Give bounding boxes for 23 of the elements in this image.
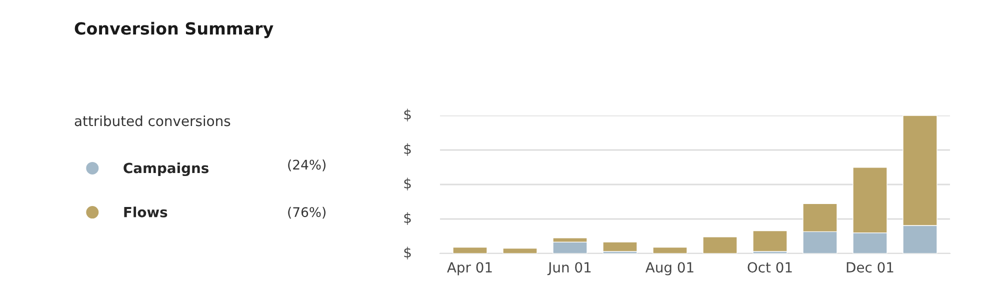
x-tick-label: Apr 01 [447,262,492,276]
x-tick-label: Jun 01 [547,262,591,276]
text: $ [404,108,411,122]
bar [452,246,488,254]
text: $ [404,143,411,156]
text: (24%) [288,159,326,172]
bar [652,246,688,254]
x-tick-label: Aug 01 [646,262,694,276]
text: attributed conversions [74,115,230,126]
text: (76%) [288,206,326,219]
text: Conversion Summary [74,22,274,38]
bar [752,230,788,252]
bar [552,242,588,254]
text: $ [404,178,411,190]
bar [502,248,538,254]
legend-label: Flows [124,206,168,218]
x-tick-label: Oct 01 [748,262,792,273]
legend-label: Campaigns [124,162,208,176]
text: $ [404,246,411,260]
bar [602,242,638,252]
text: $ [404,212,411,225]
bar [702,236,738,254]
x-tick-label: Dec 01 [846,262,894,273]
